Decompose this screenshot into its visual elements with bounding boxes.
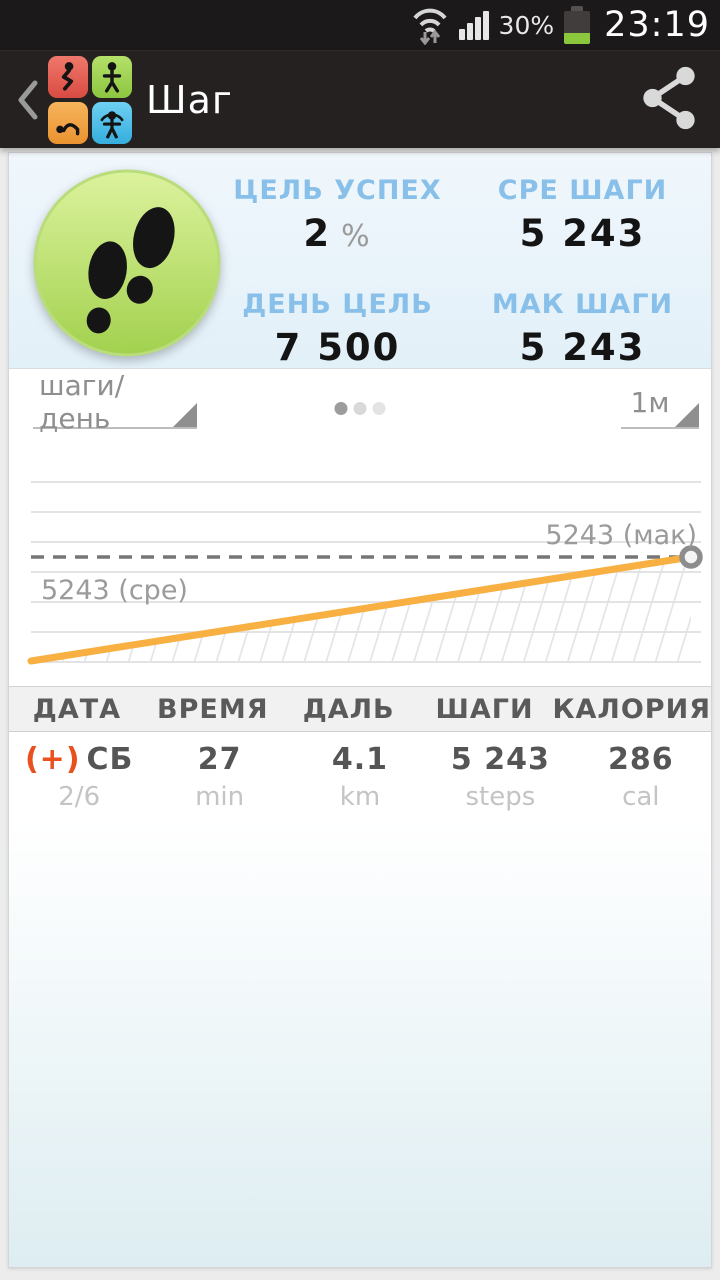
- chart-panel: шаги/день 1м: [9, 368, 711, 686]
- expand-plus-indicator[interactable]: (+): [24, 742, 81, 777]
- status-bar: 30% 23:19: [0, 0, 720, 50]
- content-card: ЦЕЛЬ УСПЕХ 2% СРЕ ШАГИ 5 243 ДЕНЬ ЦЕЛЬ 7…: [8, 152, 712, 1268]
- page-title: Шаг: [146, 77, 233, 122]
- stat-label: МАК ШАГИ: [491, 289, 674, 320]
- empty-list-area: [9, 820, 711, 1267]
- calories-unit: cal: [622, 782, 660, 812]
- table-header: ДАТА ВРЕМЯ ДАЛЬ ШАГИ КАЛОРИЯ: [9, 686, 711, 732]
- cell-date: (+) СБ 2/6: [9, 742, 149, 820]
- time-value: 27: [197, 742, 242, 777]
- share-button[interactable]: [632, 59, 706, 141]
- table-row[interactable]: (+) СБ 2/6 27 min 4.1 km 5 243 steps 286: [9, 732, 711, 820]
- distance-value: 4.1: [331, 742, 389, 777]
- page-dot: [353, 402, 367, 415]
- metric-selector-value: шаги/день: [39, 369, 125, 435]
- summary-panel: ЦЕЛЬ УСПЕХ 2% СРЕ ШАГИ 5 243 ДЕНЬ ЦЕЛЬ 7…: [9, 153, 711, 369]
- dropdown-triangle-icon: [173, 403, 197, 427]
- steps-line-chart[interactable]: 5243 (мак) 5243 (сре): [9, 444, 712, 687]
- app-header: Шаг: [0, 50, 720, 148]
- column-header-calories: КАЛОРИЯ: [552, 693, 711, 725]
- period-selector-value: 1м: [630, 385, 670, 419]
- stats-grid: ЦЕЛЬ УСПЕХ 2% СРЕ ШАГИ 5 243 ДЕНЬ ЦЕЛЬ 7…: [215, 153, 711, 369]
- chart-average-annotation: 5243 (сре): [41, 575, 188, 606]
- chart-max-annotation: 5243 (мак): [545, 520, 697, 551]
- column-header-distance: ДАЛЬ: [302, 693, 395, 725]
- stat-max-steps: МАК ШАГИ 5 243: [460, 289, 705, 369]
- distance-unit: km: [339, 782, 381, 812]
- battery-percent-text: 30%: [498, 10, 555, 40]
- signal-strength-icon: [458, 10, 489, 40]
- data-point-marker[interactable]: [679, 545, 703, 569]
- cell-calories: 286 cal: [571, 742, 711, 820]
- stat-goal-success: ЦЕЛЬ УСПЕХ 2%: [215, 175, 460, 255]
- jump-rope-exercise-icon: [92, 101, 132, 144]
- steps-value: 5 243: [450, 742, 550, 777]
- stat-value: 2: [303, 212, 332, 255]
- steps-unit: steps: [465, 782, 536, 812]
- date-value: СБ: [86, 742, 134, 777]
- standing-exercise-icon: [92, 55, 132, 98]
- battery-icon: [564, 6, 591, 44]
- column-header-steps: ШАГИ: [435, 693, 534, 725]
- date-sub: 2/6: [58, 782, 101, 812]
- time-unit: min: [195, 782, 245, 812]
- wifi-icon: [411, 1, 449, 49]
- column-header-time: ВРЕМЯ: [157, 693, 269, 725]
- squat-exercise-icon: [48, 55, 88, 98]
- page-dot-active: [334, 402, 348, 415]
- footsteps-badge-icon: [31, 167, 223, 359]
- app-logo-icon: [48, 55, 132, 144]
- page-indicator-dots[interactable]: [334, 402, 386, 415]
- calories-value: 286: [607, 742, 674, 777]
- stat-value: 5 243: [519, 212, 646, 255]
- cell-time: 27 min: [149, 742, 289, 820]
- stat-daily-goal: ДЕНЬ ЦЕЛЬ 7 500: [215, 289, 460, 369]
- dropdown-triangle-icon: [675, 403, 699, 427]
- stat-unit: %: [341, 219, 372, 254]
- stat-label: ДЕНЬ ЦЕЛЬ: [242, 289, 433, 320]
- metric-selector-dropdown[interactable]: шаги/день: [33, 369, 197, 435]
- column-header-date: ДАТА: [32, 693, 122, 725]
- battery-fill: [564, 33, 591, 44]
- cell-steps: 5 243 steps: [430, 742, 570, 820]
- period-selector-dropdown[interactable]: 1м: [621, 381, 699, 429]
- clock-text: 23:19: [604, 5, 710, 45]
- stat-label: ЦЕЛЬ УСПЕХ: [233, 175, 442, 206]
- back-button[interactable]: [14, 76, 44, 124]
- situp-exercise-icon: [48, 101, 88, 144]
- stat-average-steps: СРЕ ШАГИ 5 243: [460, 175, 705, 255]
- page-dot: [372, 402, 386, 415]
- stat-value: 5 243: [519, 326, 646, 369]
- content-area: ЦЕЛЬ УСПЕХ 2% СРЕ ШАГИ 5 243 ДЕНЬ ЦЕЛЬ 7…: [0, 148, 720, 1280]
- stat-label: СРЕ ШАГИ: [497, 175, 668, 206]
- stat-value: 7 500: [274, 326, 401, 369]
- cell-distance: 4.1 km: [290, 742, 430, 820]
- steps-trend-line: [27, 553, 695, 665]
